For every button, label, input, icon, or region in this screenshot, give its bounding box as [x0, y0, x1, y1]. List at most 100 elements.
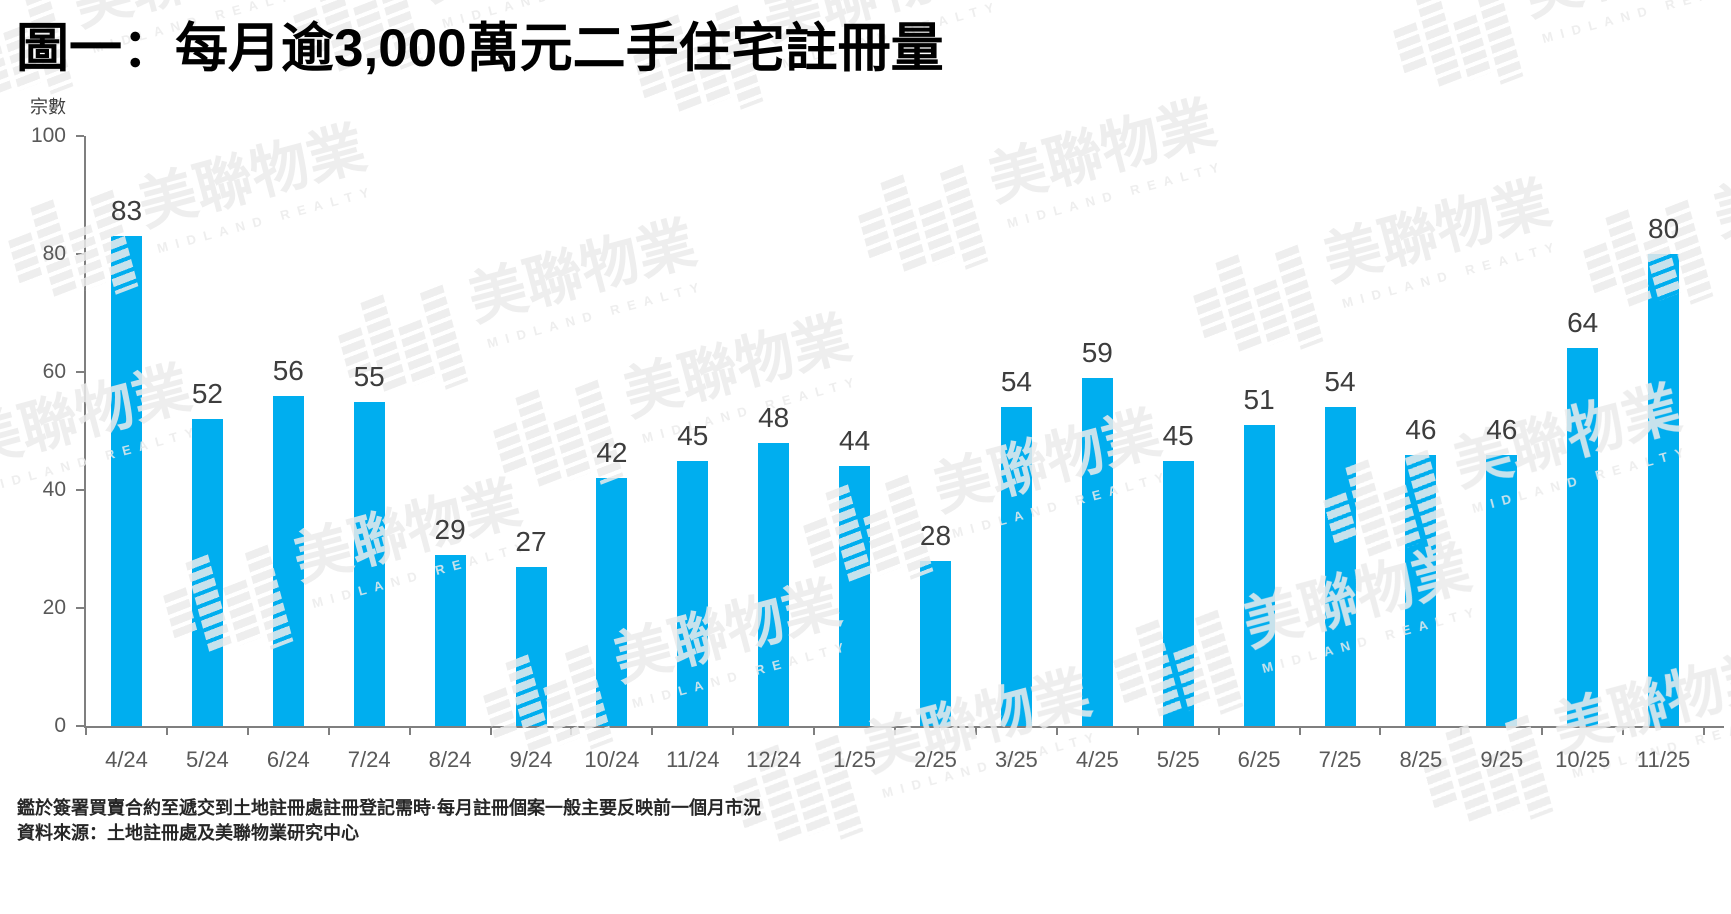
- x-axis-tick-label: 10/25: [1555, 747, 1611, 772]
- x-axis-tick: [246, 728, 249, 735]
- logo-stripe-column: [918, 199, 957, 266]
- y-axis-tick: [76, 253, 84, 255]
- watermark-cjk-text: 美聯物業: [606, 570, 848, 694]
- x-axis-tick-label: 5/24: [185, 747, 229, 772]
- bar-value-label: 54: [1000, 366, 1032, 398]
- y-axis-tick-label: 20: [42, 596, 66, 619]
- y-axis-tick-label: 80: [42, 242, 66, 265]
- bar-value-label: 44: [839, 425, 871, 457]
- y-axis-tick: [76, 135, 84, 137]
- logo-stripe-column: [803, 517, 838, 571]
- logo-stripe-column: [223, 579, 262, 646]
- logo-stripe-column: [1415, 0, 1462, 87]
- x-axis-tick: [974, 728, 977, 735]
- bar: [839, 466, 871, 726]
- watermark-cjk-text: 美聯物業: [926, 400, 1168, 524]
- watermark-cjk-text: 美聯物業: [1516, 0, 1731, 28]
- bar-value-label: 29: [434, 513, 466, 545]
- x-axis-tick: [489, 728, 492, 735]
- logo-stripe-column: [1215, 254, 1262, 352]
- x-axis-tick-label: 11/25: [1636, 747, 1691, 772]
- bar-value-label: 28: [919, 519, 952, 551]
- bar: [1405, 454, 1437, 726]
- x-axis-tick: [1460, 728, 1463, 735]
- bar: [434, 554, 466, 726]
- x-axis-tick: [1541, 728, 1544, 735]
- logo-stripe-column: [1474, 0, 1524, 85]
- logo-stripe-column: [1274, 244, 1324, 350]
- bar: [1081, 377, 1113, 726]
- logo-stripe-column: [1393, 22, 1428, 76]
- logo-stripe-column: [1253, 279, 1292, 346]
- bar: [1567, 348, 1599, 726]
- bar-value-label: 55: [353, 360, 385, 392]
- x-axis-tick: [85, 728, 87, 735]
- logo-stripe-column: [515, 389, 562, 487]
- x-axis-tick: [165, 728, 168, 735]
- x-axis-tick: [1217, 728, 1220, 735]
- logo-stripe-column: [493, 422, 528, 476]
- bar-value-label: 42: [596, 437, 628, 469]
- bar: [920, 560, 951, 726]
- y-axis-tick: [76, 489, 84, 491]
- x-axis-tick: [1379, 728, 1382, 735]
- x-axis-tick: [570, 728, 573, 735]
- logo-stripe-column: [1113, 652, 1148, 706]
- logo-stripe-column: [574, 379, 624, 485]
- logo-stripe-column: [1583, 242, 1618, 296]
- bar: [677, 460, 709, 726]
- x-axis-tick: [813, 728, 816, 735]
- x-axis-tick-label: 12/24: [746, 747, 802, 772]
- x-axis-tick-label: 6/25: [1237, 747, 1281, 772]
- logo-stripe-column: [543, 679, 582, 746]
- x-axis-tick-label: 6/24: [266, 747, 310, 772]
- bar-value-label: 56: [272, 354, 304, 386]
- bar-value-label: 45: [677, 419, 709, 451]
- midland-logo-icon: [851, 158, 994, 291]
- bar-value-label: 51: [1243, 384, 1275, 416]
- x-axis-tick-label: 7/24: [347, 747, 391, 772]
- bar: [111, 236, 142, 726]
- watermark-cjk-text: 美聯物業: [981, 90, 1223, 214]
- x-axis-tick: [327, 728, 330, 735]
- y-axis-tick: [76, 371, 84, 373]
- chart-canvas: 圖一：每月逾3,000萬元二手住宅註冊量 宗數 0 20 40 60 80 100 83 4/…: [0, 0, 1731, 843]
- x-axis-tick-label: 5/25: [1156, 747, 1200, 772]
- logo-stripe-column: [793, 769, 832, 836]
- x-axis-tick-label: 3/25: [994, 747, 1038, 772]
- chart-title: 圖一：每月逾3,000萬元二手住宅註冊量: [16, 19, 944, 78]
- bar: [1000, 407, 1032, 726]
- x-axis-tick: [1136, 728, 1139, 735]
- logo-stripe-column: [0, 0, 12, 97]
- bar-value-label: 54: [1324, 366, 1356, 398]
- y-axis-tick: [76, 725, 84, 727]
- bar-value-label: 83: [110, 195, 143, 227]
- bar-value-label: 64: [1567, 307, 1599, 339]
- watermark-en-text: MIDLAND REALTY: [950, 467, 1174, 541]
- bar: [1324, 407, 1356, 726]
- bar: [191, 419, 223, 726]
- y-axis-tick-label: 100: [30, 124, 66, 147]
- y-axis-tick-label: 0: [54, 714, 66, 737]
- watermark-en-text: MIDLAND REALTY: [155, 182, 379, 256]
- bar-value-label: 46: [1486, 413, 1518, 445]
- x-axis-tick-label: 9/25: [1480, 747, 1524, 772]
- bar-value-label: 52: [191, 378, 223, 410]
- bar: [596, 478, 628, 726]
- x-axis-tick: [1703, 728, 1705, 735]
- x-axis-tick: [408, 728, 411, 735]
- midland-logo-icon: [1416, 708, 1559, 841]
- bar-value-label: 59: [1081, 336, 1113, 368]
- x-axis-tick: [1055, 728, 1058, 735]
- x-axis-tick-label: 2/25: [914, 747, 957, 772]
- watermark-cjk-text: 美聯物業: [1706, 125, 1731, 249]
- footnote-line1: 鑑於簽署買賣合約至遞交到土地註冊處註冊登記需時·每月註冊個案一般主要反映前一個月…: [17, 798, 761, 818]
